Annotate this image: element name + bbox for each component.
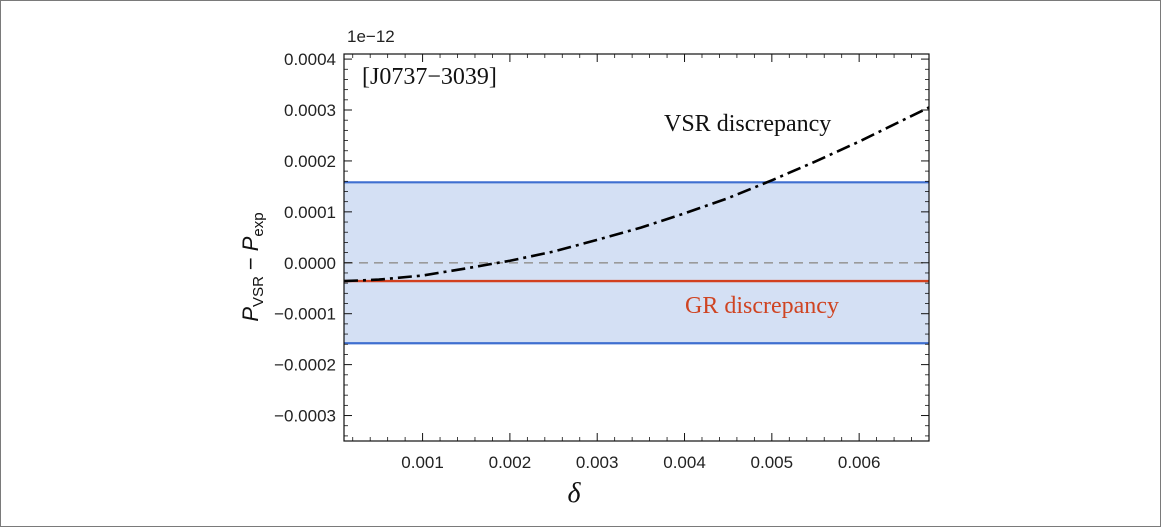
y-tick-label: 0.0001 bbox=[284, 203, 336, 222]
y-tick-label: 0.0002 bbox=[284, 152, 336, 171]
axis-ticks: 0.001 0.002 0.003 0.004 0.005 0.006 −0.0003 −0.… bbox=[274, 50, 930, 472]
series-label-vsr: VSR discrepancy bbox=[664, 111, 831, 137]
y-tick-label: −0.0003 bbox=[274, 407, 336, 426]
series-lines bbox=[343, 106, 930, 283]
y-axis-multiplier: 1e−12 bbox=[347, 27, 395, 46]
y-label-sub-vsr: VSR bbox=[250, 276, 267, 307]
y-label-sub-exp: exp bbox=[250, 212, 267, 236]
x-tick-label: 0.001 bbox=[401, 453, 444, 472]
x-axis-label: δ bbox=[567, 478, 581, 509]
y-axis-label: PVSR−Pexp bbox=[238, 212, 267, 321]
panel-label: [J0737−3039] bbox=[362, 64, 497, 90]
y-tick-label: 0.0003 bbox=[284, 101, 336, 120]
y-tick-label: −0.0002 bbox=[274, 356, 336, 375]
x-tick-label: 0.006 bbox=[838, 453, 881, 472]
x-tick-label: 0.005 bbox=[751, 453, 794, 472]
y-label-p2: P bbox=[238, 236, 263, 251]
y-tick-label: 0.0000 bbox=[284, 254, 336, 273]
y-label-p1: P bbox=[238, 307, 263, 322]
series-line-vsr bbox=[343, 106, 930, 283]
svg-text:PVSR−Pexp: PVSR−Pexp bbox=[238, 212, 267, 321]
x-tick-label: 0.002 bbox=[489, 453, 532, 472]
series-label-gr: GR discrepancy bbox=[685, 293, 839, 319]
text-labels: 1e−12 [J0737−3039] VSR discrepancy GR di… bbox=[238, 27, 839, 509]
y-label-minus: − bbox=[238, 257, 263, 270]
x-tick-label: 0.003 bbox=[576, 453, 619, 472]
x-tick-label: 0.004 bbox=[663, 453, 706, 472]
plot-area-border bbox=[343, 53, 930, 442]
y-tick-label: 0.0004 bbox=[284, 50, 336, 69]
y-tick-label: −0.0001 bbox=[274, 305, 336, 324]
